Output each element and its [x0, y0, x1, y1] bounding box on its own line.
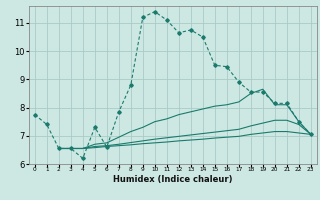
X-axis label: Humidex (Indice chaleur): Humidex (Indice chaleur)	[113, 175, 233, 184]
